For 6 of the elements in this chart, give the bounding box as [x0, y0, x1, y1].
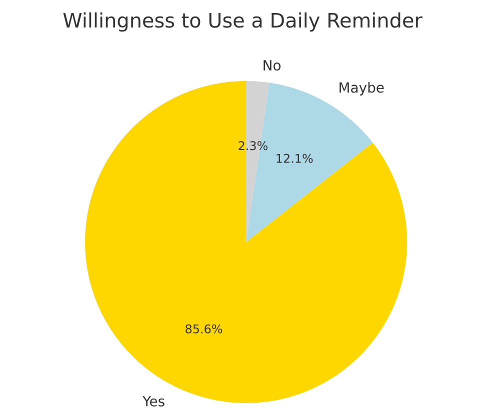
slice-label: Maybe	[340, 82, 384, 96]
slice-label: Yes	[142, 396, 164, 406]
slice-label: No	[264, 60, 281, 71]
data-label: 12.1%	[276, 154, 313, 163]
data-label: 85.6%	[186, 324, 222, 334]
chart-title: Willingness to Use a Daily Reminder	[63, 12, 422, 32]
